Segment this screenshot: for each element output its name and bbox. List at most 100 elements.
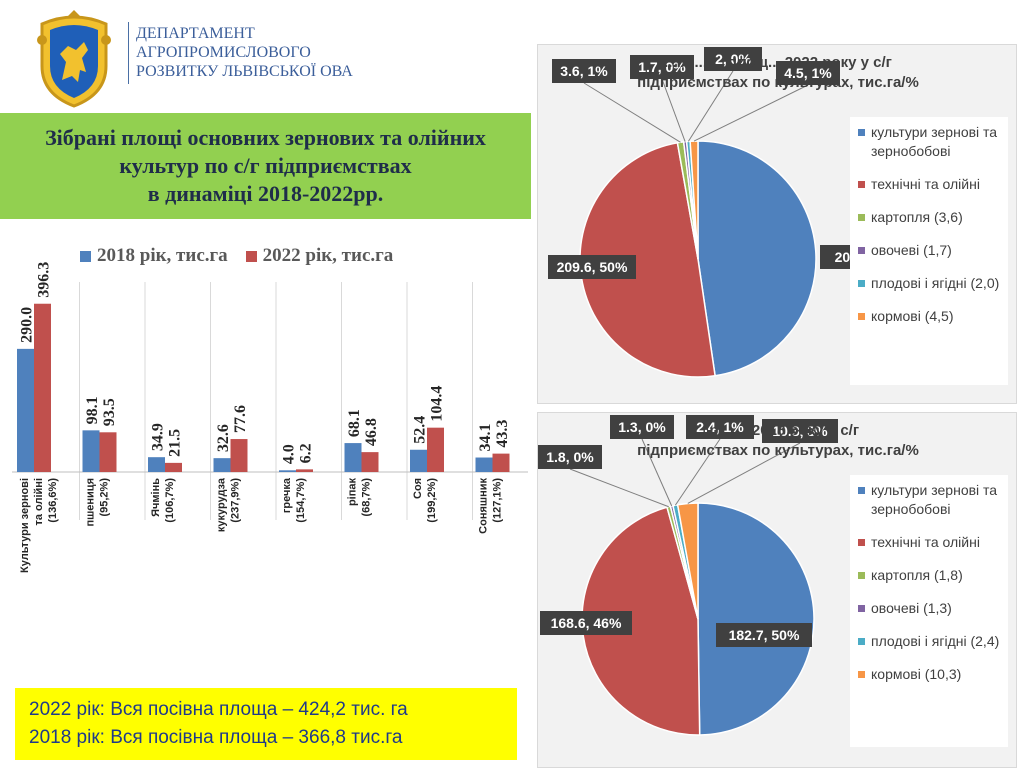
bar-2018-2 xyxy=(148,457,165,472)
summary-line-2022: 2022 рік: Вся посівна площа – 424,2 тис.… xyxy=(29,699,408,720)
pie-legend-item: технічні та олійні xyxy=(858,175,1000,194)
dept-line-1: ДЕПАРТАМЕНТ xyxy=(136,25,255,42)
legend-item-2022: 2022 рік, тис.га xyxy=(245,245,394,267)
pie-legend-label: технічні та олійні xyxy=(871,534,980,550)
legend-swatch-2022 xyxy=(245,250,257,262)
dept-line-2: АГРОПРОМИСЛОВОГО xyxy=(136,44,311,61)
pie-label-text: 1.8, 0% xyxy=(546,449,594,465)
pie-label-text: 1.7, 0% xyxy=(638,59,686,75)
pie-slice-1 xyxy=(581,506,701,736)
bar-value-label: 396.3 xyxy=(36,262,53,298)
pie-label-box xyxy=(548,255,636,279)
bar-2022-4 xyxy=(296,469,313,472)
pie-label-box xyxy=(762,419,838,443)
bar-value-label: 6.2 xyxy=(298,443,315,463)
pie-leader-line xyxy=(583,82,681,143)
pie-legend-swatch xyxy=(858,214,865,221)
pie-title-2018-line-2: підприємствах по культурах, тис.га/% xyxy=(637,442,919,459)
bar-value-label: 68.1 xyxy=(346,409,363,437)
bar-chart-legend: 2018 рік, тис.га 2022 рік, тис.га xyxy=(80,245,393,267)
header-divider xyxy=(128,22,129,84)
pie-legend-label: технічні та олійні xyxy=(871,176,980,192)
category-label: (68,7%) xyxy=(361,478,373,517)
pie-data-label: 2, 0% xyxy=(687,47,762,142)
pie-legend-item: культури зернові та зернобобові xyxy=(858,123,1000,161)
pie-title-2018-line-1: ...р... ... 2018 року у с/г xyxy=(696,422,860,439)
pie-panel-2022: 201.8, 48%209.6, 50%3.6, 1%1.7, 0%2, 0%4… xyxy=(537,44,1017,404)
pie-label-box xyxy=(630,55,694,79)
pie-legend-swatch xyxy=(858,671,865,678)
summary-line-2018: 2018 рік: Вся посівна площа – 366,8 тис.… xyxy=(29,727,403,748)
pie-leader-line xyxy=(661,78,686,142)
pie-label-text: 4.5, 1% xyxy=(784,65,832,81)
title-line-3: в динаміці 2018-2022рр. xyxy=(147,181,384,206)
bar-2018-7 xyxy=(475,457,493,472)
pie-legend-label: картопля (3,6) xyxy=(871,209,963,225)
pie-label-box xyxy=(716,623,812,647)
category-label: (95,2%) xyxy=(99,478,111,517)
pie-legend-item: плодові і ягідні (2,0) xyxy=(858,274,1000,293)
legend-item-2018: 2018 рік, тис.га xyxy=(80,245,228,267)
bar-value-label: 104.4 xyxy=(429,386,446,422)
pie-legend-label: овочеві (1,3) xyxy=(871,600,952,616)
category-label: (106,7%) xyxy=(164,478,176,523)
category-label: та олійні xyxy=(33,478,45,526)
pie-legend-item: технічні та олійні xyxy=(858,533,1000,552)
pie-title-2022: ...ілі... ... площ... 2022 року у с/г пі… xyxy=(578,53,978,93)
category-label: пшениця xyxy=(85,478,97,527)
pie-data-label: 3.6, 1% xyxy=(552,59,681,143)
pie-legend-item: культури зернові та зернобобові xyxy=(858,481,1000,519)
category-label: ріпак xyxy=(347,478,359,507)
pie-chart-2022: 201.8, 48%209.6, 50%3.6, 1%1.7, 0%2, 0%4… xyxy=(548,47,920,378)
category-label: Культури зернові xyxy=(19,478,31,573)
bar-2018-4 xyxy=(279,470,296,472)
pie-leader-line xyxy=(693,84,809,142)
pie-label-text: 1.3, 0% xyxy=(618,419,666,435)
pie-title-2022-line-1: ...ілі... ... площ... 2022 року у с/г xyxy=(664,54,892,71)
summary-box: 2022 рік: Вся посівна площа – 424,2 тис.… xyxy=(15,688,517,760)
title-line-2: культур по с/г підприємствах xyxy=(119,153,412,178)
bar-value-label: 21.5 xyxy=(167,429,184,457)
pie-legend-label: культури зернові та зернобобові xyxy=(871,482,998,517)
bar-2022-1 xyxy=(99,432,117,472)
header: ДЕПАРТАМЕНТ АГРОПРОМИСЛОВОГО РОЗВИТКУ ЛЬ… xyxy=(0,0,530,112)
pie-label-box xyxy=(686,415,754,439)
pie-label-box xyxy=(776,61,840,85)
bar-2018-3 xyxy=(213,458,231,472)
pie-legend-label: плодові і ягідні (2,0) xyxy=(871,275,1000,291)
pie-data-label: 10.3, 3% xyxy=(687,419,838,504)
pie-legend-swatch xyxy=(858,181,865,188)
pie-label-box xyxy=(610,415,674,439)
category-label: (154,7%) xyxy=(295,478,307,523)
pie-legend-2018: культури зернові та зернобобові технічні … xyxy=(850,475,1008,747)
bar-2018-1 xyxy=(82,430,100,472)
pie-label-box xyxy=(552,59,616,83)
department-name: ДЕПАРТАМЕНТ АГРОПРОМИСЛОВОГО РОЗВИТКУ ЛЬ… xyxy=(136,24,353,81)
legend-swatch-2018 xyxy=(80,250,91,262)
legend-label-2018: 2018 рік, тис.га xyxy=(97,245,228,266)
legend-label-2022: 2022 рік, тис.га xyxy=(262,245,394,266)
bar-2018-6 xyxy=(410,449,427,472)
pie-legend-swatch xyxy=(858,313,865,320)
pie-label-box xyxy=(704,47,762,71)
bar-value-label: 34.1 xyxy=(477,424,494,452)
pie-label-text: 209.6, 50% xyxy=(557,259,628,275)
pie-label-box xyxy=(540,611,632,635)
bar-value-label: 46.8 xyxy=(363,418,380,446)
pie-panel-2018: 182.7, 50% 168.6, 46% 1.8, 0% 1.3, 0% 2.4, 1… xyxy=(537,412,1017,768)
pie-legend-item: овочеві (1,7) xyxy=(858,241,1000,260)
dept-line-3: РОЗВИТКУ ЛЬВІВСЬКОЇ ОВА xyxy=(136,63,353,80)
pie-data-label: 209.6, 50% xyxy=(548,255,636,279)
pie-legend-label: кормові (4,5) xyxy=(871,308,954,324)
pie-legend-label: кормові (10,3) xyxy=(871,666,962,682)
pie-title-2022-line-2: підприємствах по культурах, тис.га/% xyxy=(637,74,919,91)
pie-legend-label: плодові і ягідні (2,4) xyxy=(871,633,1000,649)
pie-data-label: 168.6, 46% xyxy=(540,611,632,635)
pie-legend-item: картопля (1,8) xyxy=(858,566,1000,585)
bar-value-label: 98.1 xyxy=(84,396,101,424)
bar-2022-7 xyxy=(492,453,510,472)
bar-2022-0 xyxy=(34,303,51,472)
pie-legend-2022: культури зернові та зернобобові технічні … xyxy=(850,117,1008,385)
bar-2022-2 xyxy=(165,462,182,472)
